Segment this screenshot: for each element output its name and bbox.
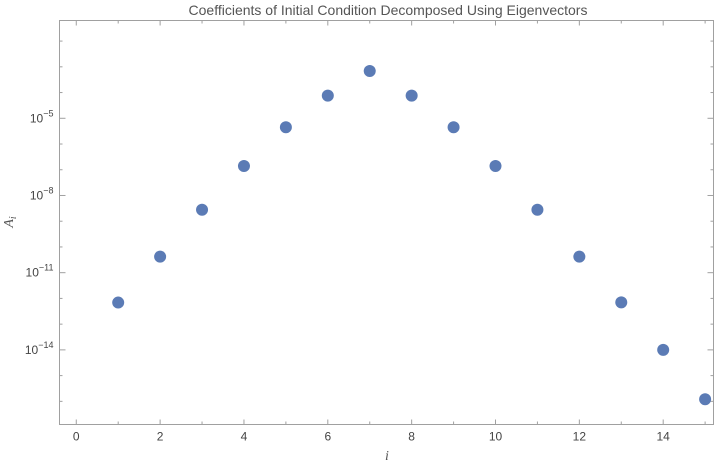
x-tick-label: 8 <box>408 430 415 444</box>
y-tick-label: 10−11 <box>26 263 54 280</box>
x-tick-label: 2 <box>157 430 164 444</box>
x-tick-label: 12 <box>573 430 587 444</box>
data-point <box>112 296 125 309</box>
data-point <box>279 121 292 134</box>
data-point <box>615 296 628 309</box>
data-point <box>196 203 209 216</box>
x-axis: 0 2 4 6 8 10 12 14 <box>73 20 706 444</box>
x-tick-label: 0 <box>73 430 80 444</box>
data-points <box>112 64 712 406</box>
data-point <box>321 89 334 102</box>
y-tick-label: 10−8 <box>30 185 54 202</box>
x-tick-label: 6 <box>324 430 331 444</box>
chart-title: Coefficients of Initial Condition Decomp… <box>189 2 588 18</box>
y-axis-label: Ai <box>2 216 19 229</box>
data-point <box>154 250 167 263</box>
data-point <box>237 159 250 172</box>
y-axis-label-main: A <box>2 219 17 229</box>
data-point <box>489 159 502 172</box>
x-tick-label: 10 <box>489 430 503 444</box>
y-axis-label-subscript: i <box>8 216 19 219</box>
svg-text:Ai: Ai <box>2 216 19 229</box>
data-point <box>531 203 544 216</box>
data-point <box>363 64 376 77</box>
x-axis-label: i <box>385 449 389 464</box>
data-point <box>699 393 712 406</box>
y-tick-label: 10−14 <box>25 340 54 357</box>
data-point <box>573 250 586 263</box>
y-tick-label: 10−5 <box>30 108 54 125</box>
data-point <box>657 343 670 356</box>
plot-frame <box>59 20 714 425</box>
y-axis: 10−14 10−11 10−8 10−5 <box>25 40 714 402</box>
data-point <box>405 89 418 102</box>
data-point <box>447 121 460 134</box>
x-tick-label: 14 <box>657 430 671 444</box>
x-tick-label: 4 <box>241 430 248 444</box>
